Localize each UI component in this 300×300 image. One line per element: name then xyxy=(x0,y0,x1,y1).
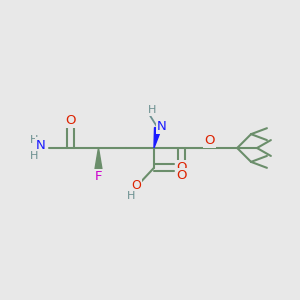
Text: N: N xyxy=(36,139,46,152)
Text: H: H xyxy=(30,151,38,161)
Text: O: O xyxy=(131,179,141,192)
Text: H: H xyxy=(30,135,38,145)
Text: O: O xyxy=(65,114,76,127)
Text: O: O xyxy=(176,161,187,174)
Polygon shape xyxy=(95,148,102,169)
Text: F: F xyxy=(95,170,102,183)
Polygon shape xyxy=(154,128,161,148)
Text: H: H xyxy=(148,105,156,116)
Text: O: O xyxy=(176,169,187,182)
Text: O: O xyxy=(204,134,215,147)
Text: H: H xyxy=(127,190,135,201)
Text: N: N xyxy=(157,120,167,133)
